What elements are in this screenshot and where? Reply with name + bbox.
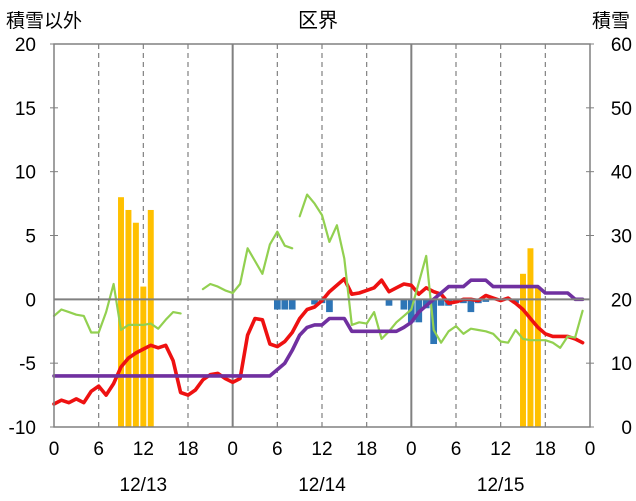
x-tick-label: 6 <box>272 439 283 460</box>
x-tick-label: 18 <box>535 439 556 460</box>
left-tick-label: -5 <box>19 354 36 375</box>
left-tick-label: 10 <box>15 163 36 184</box>
left-tick-label: 0 <box>25 290 36 311</box>
right-tick-label: 30 <box>611 227 632 248</box>
x-tick-label: 12 <box>133 439 154 460</box>
precip-bar <box>460 299 467 304</box>
axes <box>53 43 591 428</box>
right-axis-label: 積雪 <box>592 10 630 32</box>
chart-title: 区界 <box>298 10 338 32</box>
left-tick-label: -10 <box>9 418 36 439</box>
right-tick-label: 20 <box>611 290 632 311</box>
x-tick-label: 0 <box>49 439 60 460</box>
snow-bar <box>140 286 147 427</box>
left-tick-label: 5 <box>25 227 36 248</box>
snow-bar <box>147 209 154 427</box>
x-tick-label: 18 <box>356 439 377 460</box>
snow-bar <box>125 209 132 427</box>
day-label: 12/13 <box>120 475 168 496</box>
x-tick-label: 6 <box>93 439 104 460</box>
series-line-wind_green <box>52 193 584 349</box>
left-axis-label: 積雪以外 <box>6 10 82 32</box>
left-tick-label: 15 <box>15 99 36 120</box>
x-tick-label: 0 <box>585 439 596 460</box>
precip-bar <box>385 299 393 306</box>
left-tick-label: 20 <box>15 35 36 56</box>
right-tick-label: 10 <box>611 354 632 375</box>
day-label: 12/14 <box>298 475 346 496</box>
x-tick-label: 6 <box>451 439 462 460</box>
snow-bar <box>534 286 541 427</box>
precip-bar <box>400 299 408 310</box>
snow-bar <box>527 248 534 427</box>
x-tick-label: 0 <box>406 439 417 460</box>
grid <box>50 43 594 428</box>
precip-bar <box>288 299 296 310</box>
x-tick-label: 0 <box>227 439 238 460</box>
right-tick-label: 0 <box>621 418 632 439</box>
x-tick-label: 18 <box>177 439 198 460</box>
right-tick-label: 40 <box>611 163 632 184</box>
precip-bar <box>467 299 475 313</box>
x-tick-label: 12 <box>490 439 511 460</box>
snow-bar <box>118 197 124 427</box>
series-line-purple <box>52 278 585 378</box>
precip-bar <box>311 299 318 305</box>
precip-bar <box>281 299 289 310</box>
right-tick-label: 50 <box>611 99 632 120</box>
x-tick-label: 12 <box>311 439 332 460</box>
precip-bar <box>482 299 490 302</box>
plot-frame <box>53 43 591 428</box>
snow-bar <box>520 273 526 427</box>
day-label: 12/15 <box>477 475 525 496</box>
precip-bar <box>437 299 445 306</box>
precip-bar <box>326 299 333 313</box>
right-tick-label: 60 <box>611 35 632 56</box>
precip-bar <box>273 299 281 310</box>
